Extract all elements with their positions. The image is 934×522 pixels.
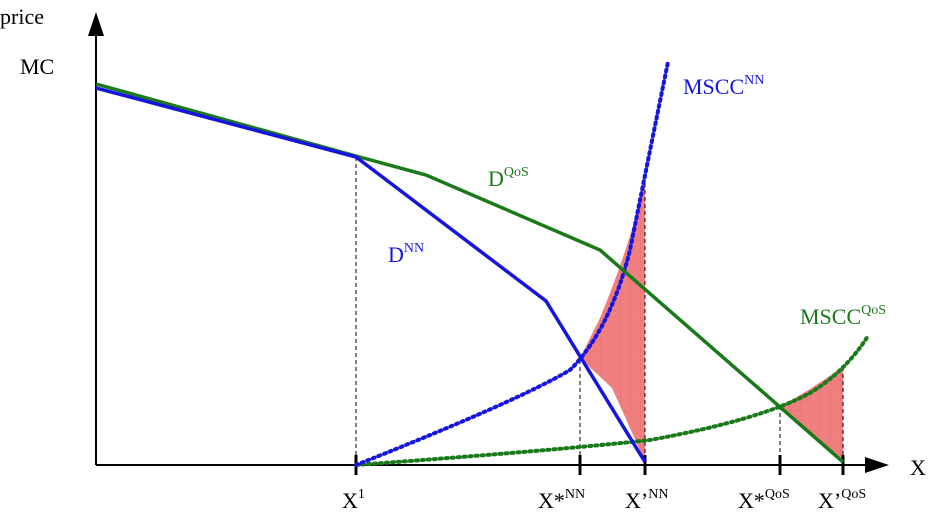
xstar-qos-tick-label: X*QoS (738, 487, 790, 513)
d-nn-label: DNN (388, 241, 424, 267)
y-axis-label: price (0, 4, 44, 29)
xstar-nn-tick-label: X*NN (538, 487, 585, 513)
mscc-qos-label: MSCCQoS (800, 303, 886, 329)
d-qos-label: DQoS (488, 165, 529, 191)
y-axis-mc-label: MC (20, 54, 54, 79)
x-axis-arrow (865, 457, 889, 473)
d-nn-curve (95, 86, 647, 463)
deadweight-area-qos (780, 367, 843, 460)
d-qos-curve (95, 82, 845, 464)
y-axis-arrow (88, 12, 104, 36)
x-axis-label: X (910, 455, 926, 480)
mscc-nn-label: MSCCNN (683, 73, 764, 99)
x1-tick-label: X1 (342, 487, 365, 513)
xprime-qos-tick-label: X’QoS (818, 487, 866, 513)
xprime-nn-tick-label: X’NN (625, 487, 668, 513)
mscc-qos-curve (354, 334, 870, 467)
mscc-nn-curve (354, 60, 670, 467)
